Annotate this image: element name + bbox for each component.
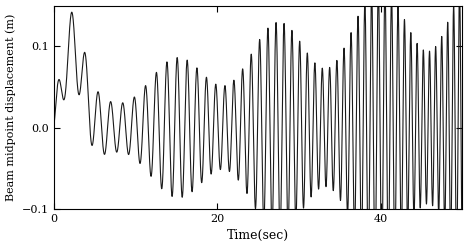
Y-axis label: Beam midpoint displacement (m): Beam midpoint displacement (m)	[6, 14, 16, 201]
X-axis label: Time(sec): Time(sec)	[227, 229, 289, 243]
